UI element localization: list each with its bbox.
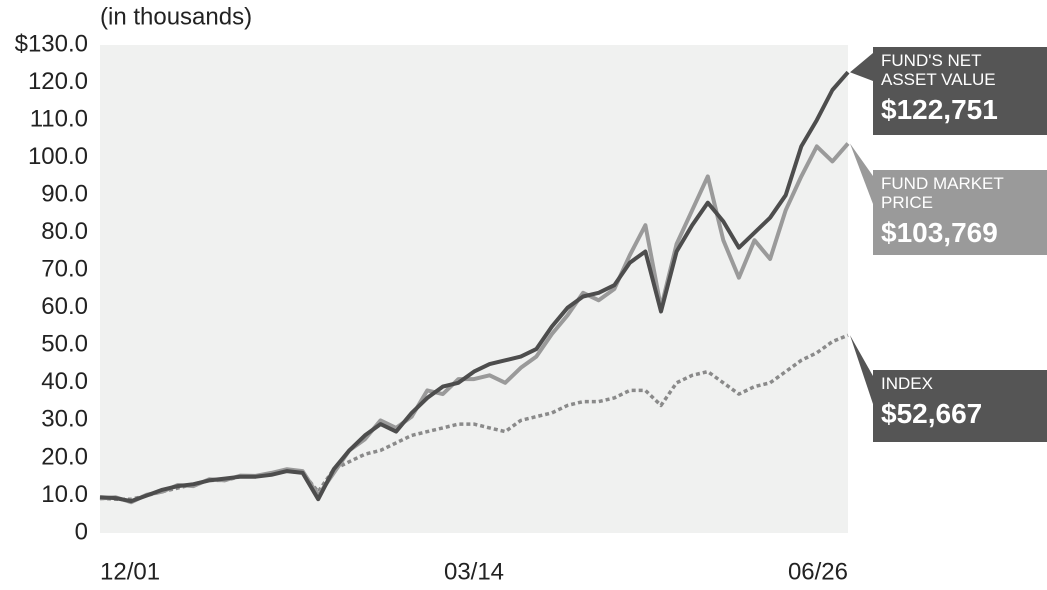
end-value-label: $122,751 xyxy=(881,94,998,125)
end-value-label: $52,667 xyxy=(881,398,983,429)
callout-pointer xyxy=(850,143,873,204)
legend-callout: FUND'S NET ASSET VALUE $122,751 xyxy=(873,47,1047,135)
y-tick-label: 20.0 xyxy=(41,443,88,470)
y-tick-label: 70.0 xyxy=(41,256,88,283)
y-tick-label: 50.0 xyxy=(41,331,88,358)
chart-subtitle: (in thousands) xyxy=(100,3,252,30)
y-tick-label: 100.0 xyxy=(28,143,88,170)
y-tick-label: $130.0 xyxy=(15,30,88,57)
plot-background xyxy=(100,45,848,533)
y-tick-label: 90.0 xyxy=(41,180,88,207)
x-tick-label: 12/01 xyxy=(100,558,160,585)
series-line xyxy=(99,70,850,504)
callout-pointer xyxy=(850,53,873,81)
end-value-label: $103,769 xyxy=(881,217,998,248)
x-tick-label: 03/14 xyxy=(444,558,504,585)
y-tick-label: 120.0 xyxy=(28,68,88,95)
callout-pointer xyxy=(850,335,873,404)
legend-label: FUND MARKET PRICE xyxy=(881,174,1004,212)
y-tick-label: 60.0 xyxy=(41,293,88,320)
legend-callout: FUND MARKET PRICE $103,769 xyxy=(873,170,1047,255)
x-tick-label: 06/26 xyxy=(788,558,848,585)
legend-label: FUND'S NET ASSET VALUE xyxy=(881,51,996,89)
y-tick-label: 40.0 xyxy=(41,368,88,395)
y-tick-label: 10.0 xyxy=(41,481,88,508)
y-tick-label: 80.0 xyxy=(41,218,88,245)
legend-label: INDEX xyxy=(881,374,933,393)
y-tick-label: 110.0 xyxy=(30,105,88,132)
y-tick-label: 0 xyxy=(75,518,88,545)
legend-callout: INDEX $52,667 xyxy=(873,370,1047,442)
y-tick-label: 30.0 xyxy=(41,406,88,433)
